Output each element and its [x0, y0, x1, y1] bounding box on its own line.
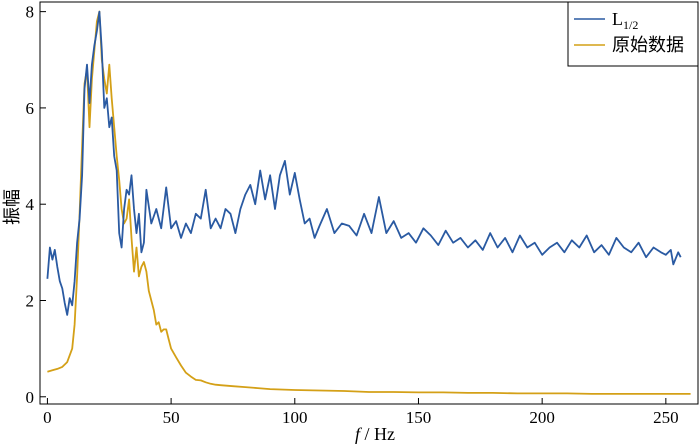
legend: L1/2 原始数据: [567, 1, 699, 67]
series-line-raw: [47, 10, 691, 395]
y-tick-label: 2: [26, 291, 35, 310]
x-tick-label: 250: [653, 408, 679, 427]
x-tick-label: 50: [163, 408, 180, 427]
legend-box: [567, 1, 699, 67]
x-tick-label: 150: [406, 408, 432, 427]
x-axis-label-unit: / Hz: [360, 424, 395, 444]
legend-label-l12: L1/2: [612, 9, 638, 32]
series-line-l12: [46, 10, 682, 316]
y-tick-label: 8: [26, 3, 35, 22]
x-tick-label: 100: [282, 408, 308, 427]
legend-label-l12-main: L: [612, 9, 623, 29]
plot-frame: [39, 1, 699, 405]
series-layer: [46, 10, 691, 395]
y-tick-label: 0: [26, 388, 35, 407]
y-tick-label: 4: [26, 195, 35, 214]
x-tick-label: 200: [529, 408, 555, 427]
y-axis-label: 振幅: [2, 189, 22, 225]
legend-label-l12-sub: 1/2: [623, 18, 638, 32]
legend-label-raw: 原始数据: [612, 35, 684, 55]
x-axis-label: f / Hz: [355, 424, 395, 444]
y-tick-label: 6: [26, 99, 35, 118]
x-tick-label: 0: [43, 408, 52, 427]
ticks-layer: 0 50 100 150 200 250 0 2 4 6 8: [26, 3, 679, 427]
x-axis-label-variable: f: [355, 424, 363, 444]
